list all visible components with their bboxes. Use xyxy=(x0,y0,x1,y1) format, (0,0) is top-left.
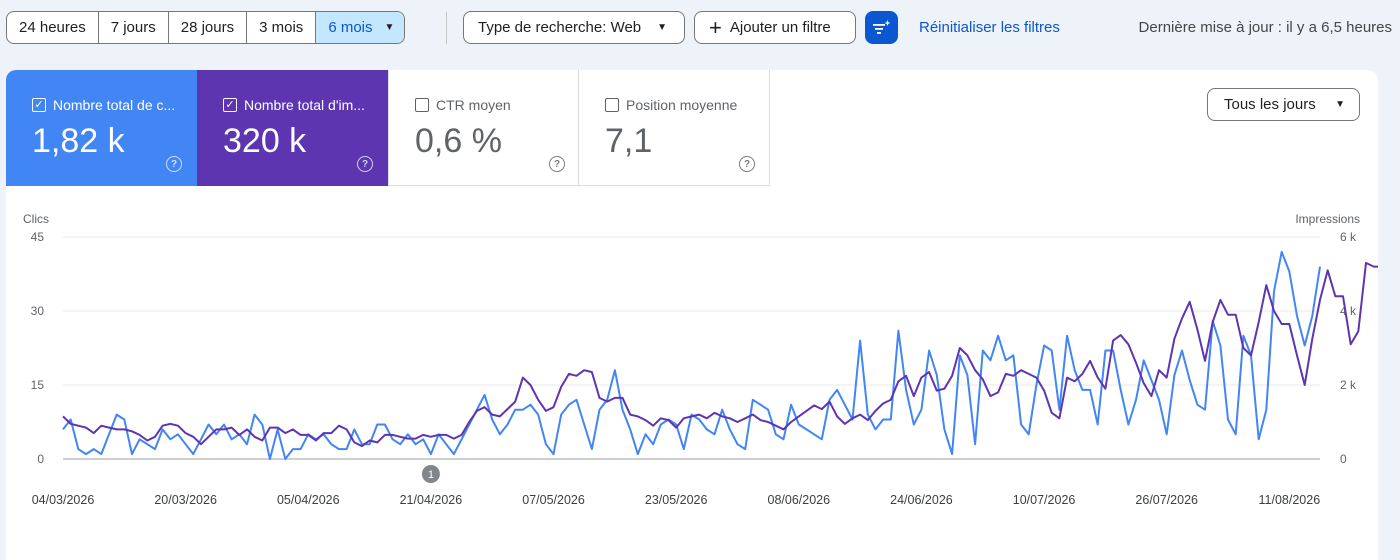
x-tick-label: 24/06/2026 xyxy=(890,493,953,507)
x-tick-label: 10/07/2026 xyxy=(1013,493,1076,507)
period-dropdown[interactable]: Tous les jours ▼ xyxy=(1207,88,1360,121)
metric-value: 1,82 k xyxy=(32,122,125,160)
metric-label: ✓ Nombre total d'im... xyxy=(223,97,373,113)
performance-chart: Clics Impressions 45 30 15 0 6 k 4 k 2 k 0 04/… xyxy=(23,212,1378,507)
y-left-tick-label: 15 xyxy=(31,378,45,392)
metric-card-ctr[interactable]: CTR moyen 0,6 % ? xyxy=(388,70,579,186)
x-tick-label: 05/04/2026 xyxy=(277,493,340,507)
metric-card-impressions[interactable]: ✓ Nombre total d'im... 320 k ? xyxy=(197,70,388,186)
x-tick-label: 21/04/2026 xyxy=(400,493,463,507)
search-type-dropdown[interactable]: Type de recherche: Web ▼ xyxy=(463,11,685,44)
x-tick-label: 07/05/2026 xyxy=(522,493,585,507)
add-filter-button[interactable]: + Ajouter un filtre xyxy=(694,11,856,44)
checkbox-checked-icon[interactable]: ✓ xyxy=(32,98,46,112)
checkbox-unchecked-icon[interactable] xyxy=(415,98,429,112)
y-right-tick-label: 0 xyxy=(1340,452,1347,466)
y-right-ticks: 6 k 4 k 2 k 0 xyxy=(1340,230,1357,466)
annotation-marker xyxy=(421,465,440,483)
metric-label: ✓ Nombre total de c... xyxy=(32,97,182,113)
toolbar-divider xyxy=(446,12,447,44)
y-left-axis-label: Clics xyxy=(23,212,49,226)
chevron-down-icon: ▼ xyxy=(384,22,395,33)
filter-sparkle-button[interactable] xyxy=(865,11,898,44)
y-left-tick-label: 45 xyxy=(31,230,45,244)
chevron-down-icon: ▼ xyxy=(657,22,668,33)
range-6m-button[interactable]: 6 mois ▼ xyxy=(316,12,405,43)
date-range-selector: 24 heures 7 jours 28 jours 3 mois 6 mois… xyxy=(6,11,406,44)
x-tick-label: 11/08/2026 xyxy=(1259,493,1321,507)
add-filter-label: Ajouter un filtre xyxy=(729,19,831,36)
x-tick-label: 20/03/2026 xyxy=(154,493,217,507)
chart-annotation[interactable]: 1 xyxy=(421,465,440,483)
search-type-label: Type de recherche: Web xyxy=(478,19,642,36)
y-right-tick-label: 4 k xyxy=(1340,304,1357,318)
x-tick-label: 04/03/2026 xyxy=(32,493,95,507)
help-icon[interactable]: ? xyxy=(357,156,373,172)
checkbox-checked-icon[interactable]: ✓ xyxy=(223,98,237,112)
metric-value: 0,6 % xyxy=(415,122,502,160)
range-24h-button[interactable]: 24 heures xyxy=(7,12,99,43)
y-left-tick-label: 30 xyxy=(31,304,45,318)
impressions-line xyxy=(62,261,1378,448)
range-6m-label: 6 mois xyxy=(328,19,373,36)
y-left-tick-label: 0 xyxy=(37,452,44,466)
toolbar: 24 heures 7 jours 28 jours 3 mois 6 mois… xyxy=(0,0,1400,56)
last-update-text: Dernière mise à jour : il y a 6,5 heures xyxy=(1138,19,1392,36)
reset-filters-link[interactable]: Réinitialiser les filtres xyxy=(919,19,1060,36)
metric-value: 7,1 xyxy=(605,122,653,160)
y-right-axis-label: Impressions xyxy=(1295,212,1360,226)
range-3m-button[interactable]: 3 mois xyxy=(247,12,317,43)
annotation-label: 1 xyxy=(428,469,434,481)
metric-label: CTR moyen xyxy=(415,97,565,113)
checkbox-unchecked-icon[interactable] xyxy=(605,98,619,112)
plus-icon: + xyxy=(709,14,722,40)
metric-value: 320 k xyxy=(223,122,307,160)
y-right-tick-label: 6 k xyxy=(1340,230,1357,244)
x-tick-label: 08/06/2026 xyxy=(768,493,831,507)
period-dropdown-label: Tous les jours xyxy=(1224,96,1316,113)
x-ticks: 04/03/2026 20/03/2026 05/04/2026 21/04/2026… xyxy=(32,493,1321,507)
chevron-down-icon: ▼ xyxy=(1335,99,1345,110)
y-left-ticks: 45 30 15 0 xyxy=(31,230,45,466)
help-icon[interactable]: ? xyxy=(549,156,565,172)
series-lines xyxy=(62,250,1378,460)
metric-card-position[interactable]: Position moyenne 7,1 ? xyxy=(579,70,770,186)
chart-grid xyxy=(63,236,1320,460)
x-tick-label: 23/05/2026 xyxy=(645,493,708,507)
filter-sparkle-icon xyxy=(872,19,890,34)
performance-card: ✓ Nombre total de c... 1,82 k ? ✓ Nombre… xyxy=(6,70,1378,560)
metric-card-clicks[interactable]: ✓ Nombre total de c... 1,82 k ? xyxy=(6,70,197,186)
y-right-tick-label: 2 k xyxy=(1340,378,1357,392)
range-7d-button[interactable]: 7 jours xyxy=(99,12,169,43)
x-tick-label: 26/07/2026 xyxy=(1135,493,1198,507)
range-28d-button[interactable]: 28 jours xyxy=(169,12,248,43)
clicks-line xyxy=(62,250,1321,460)
metric-label: Position moyenne xyxy=(605,97,755,113)
help-icon[interactable]: ? xyxy=(739,156,755,172)
help-icon[interactable]: ? xyxy=(166,156,182,172)
